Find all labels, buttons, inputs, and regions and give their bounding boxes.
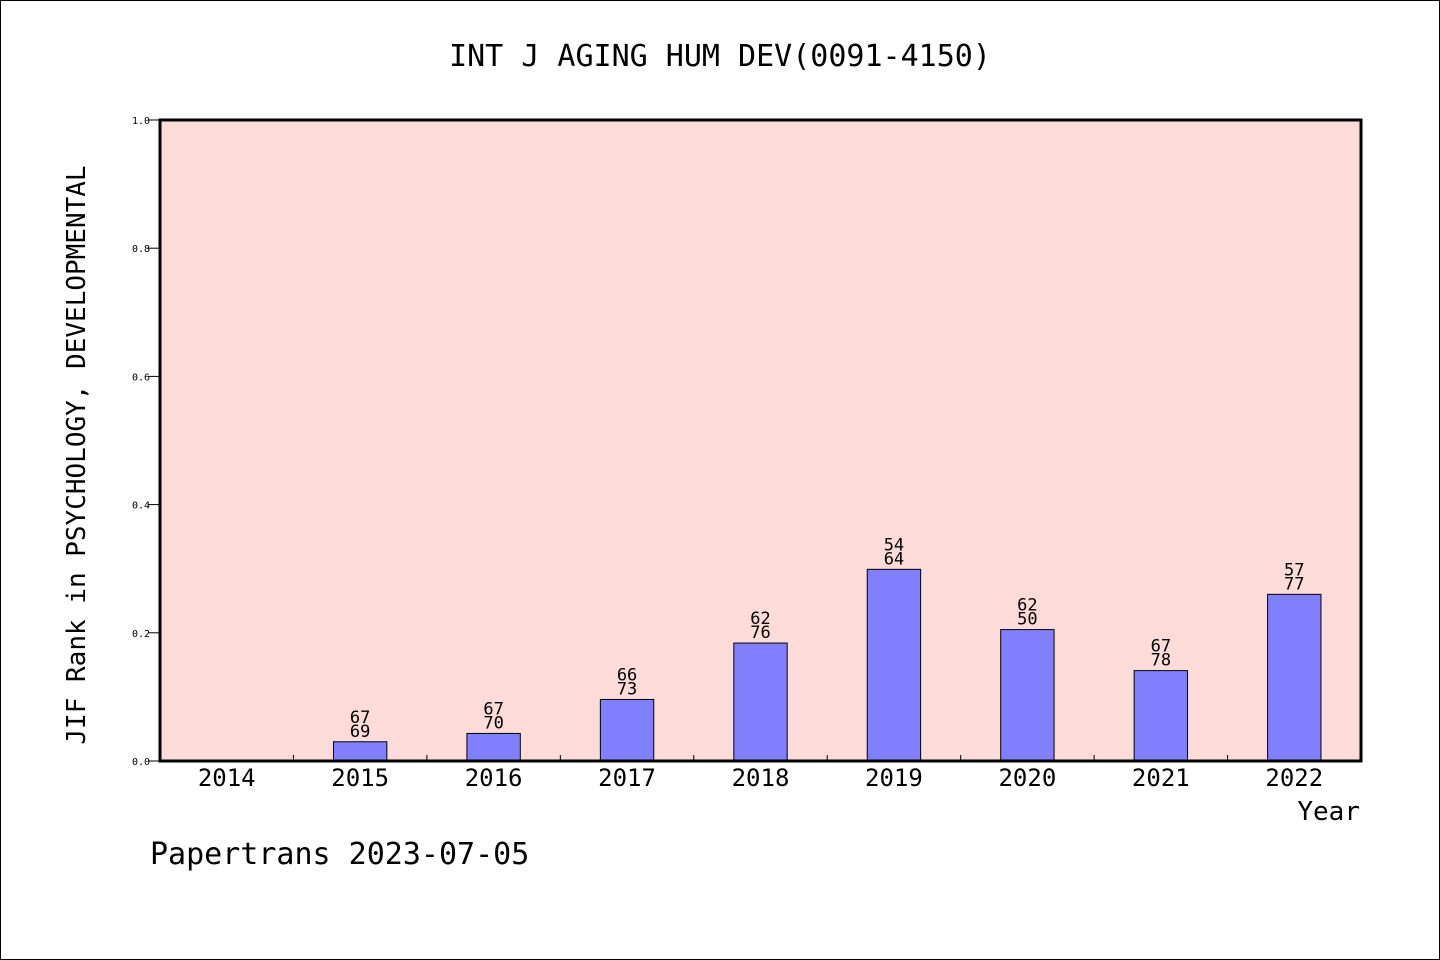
bar-2021 (1133, 670, 1189, 762)
y-tick-label: 0.8 (132, 244, 150, 255)
bar-label-total: 77 (1284, 574, 1304, 594)
y-tick-label: 0.6 (132, 372, 150, 383)
bar-label-rank: 62 (1017, 596, 1037, 616)
bar-label-rank: 67 (1151, 637, 1171, 657)
x-tick-label: 2015 (331, 764, 389, 792)
chart-title: INT J AGING HUM DEV(0091-4150) (449, 39, 991, 74)
bar-2017 (599, 698, 655, 762)
bar-2015 (332, 741, 388, 762)
bar-label-rank: 67 (483, 699, 503, 719)
bar-2018 (733, 642, 788, 762)
bar-2019 (866, 568, 922, 762)
x-axis: 2014 2015 2016 2017 2018 2019 2020 2021 2022 (198, 755, 1323, 792)
bar-label-rank: 57 (1284, 560, 1304, 580)
x-tick-label: 2021 (1132, 764, 1190, 792)
bar-label-total: 64 (884, 549, 904, 569)
bar-label-total: 50 (1017, 610, 1037, 630)
y-tick-label: 0.2 (132, 629, 150, 640)
bar-2016 (466, 732, 521, 762)
x-tick-label: 2014 (198, 764, 256, 792)
y-axis-label: JIF Rank in PSYCHOLOGY, DEVELOPMENTAL (62, 165, 92, 744)
bar-label-rank: 66 (617, 665, 637, 685)
y-tick-label: 1.0 (132, 116, 150, 127)
x-tick-label: 2019 (865, 764, 923, 792)
bar-label-rank: 67 (350, 708, 370, 728)
y-axis: 0.0 0.2 0.4 0.6 0.8 1.0 (132, 116, 160, 768)
x-axis-label: Year (1297, 797, 1360, 827)
x-tick-label: 2018 (732, 764, 790, 792)
bar-2022 (1267, 593, 1322, 762)
x-tick-label: 2017 (598, 764, 656, 792)
x-tick-label: 2016 (465, 764, 523, 792)
plot-border (158, 118, 1363, 763)
y-tick-label: 0.0 (132, 757, 150, 768)
bar-label-total: 69 (350, 722, 370, 742)
bar-label-rank: 54 (884, 535, 904, 555)
footer-text: Papertrans 2023-07-05 (150, 837, 529, 872)
bar-2020 (1000, 629, 1055, 762)
bar-label-total: 70 (483, 713, 503, 733)
x-tick-label: 2020 (998, 764, 1056, 792)
bar-label-total: 73 (617, 679, 637, 699)
bar-label-total: 76 (750, 623, 770, 643)
bar-label-total: 78 (1151, 651, 1171, 671)
bar-series (332, 568, 1322, 762)
bar-label-rank: 62 (750, 609, 770, 629)
y-tick-label: 0.4 (132, 501, 150, 512)
x-tick-label: 2022 (1265, 764, 1323, 792)
